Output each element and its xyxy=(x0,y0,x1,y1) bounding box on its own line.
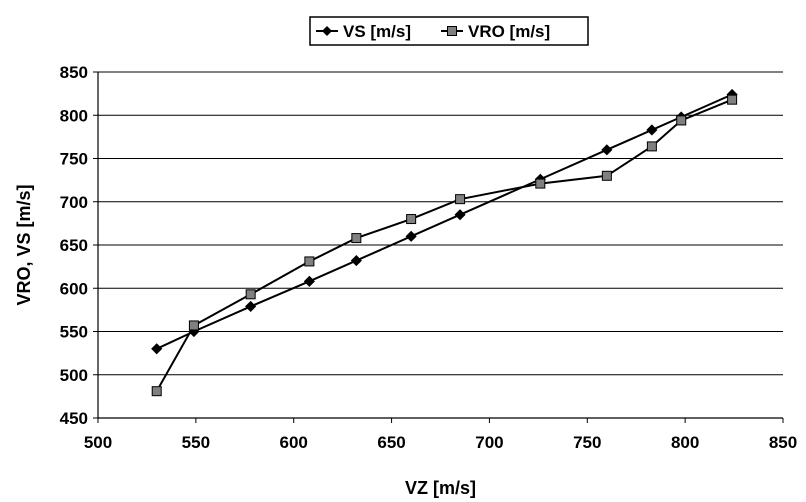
data-point xyxy=(456,195,465,204)
x-tick-label: 850 xyxy=(769,433,797,452)
series-vs xyxy=(152,89,737,353)
data-point xyxy=(351,256,361,266)
data-point xyxy=(189,321,198,330)
y-tick-label: 550 xyxy=(60,323,88,342)
legend-label-vs: VS [m/s] xyxy=(343,22,411,41)
plot-series xyxy=(152,89,737,395)
x-tick-label: 600 xyxy=(280,433,308,452)
x-tick-label: 700 xyxy=(475,433,503,452)
data-point xyxy=(647,142,656,151)
data-point xyxy=(246,301,256,311)
y-tick-label: 600 xyxy=(60,279,88,298)
x-tick-label: 650 xyxy=(377,433,405,452)
data-point xyxy=(352,234,361,243)
data-point xyxy=(407,215,416,224)
legend: VS [m/s] VRO [m/s] xyxy=(310,17,588,45)
y-tick-label: 850 xyxy=(60,63,88,82)
legend-square-marker-icon xyxy=(448,27,457,36)
tick-labels: 450 500 550 600 650 700 750 800 850 500 550 600 650 7… xyxy=(60,63,798,452)
y-tick-label: 750 xyxy=(60,150,88,169)
data-point xyxy=(647,125,657,135)
data-point xyxy=(728,95,737,104)
y-tick-label: 700 xyxy=(60,193,88,212)
series-line xyxy=(157,94,732,348)
data-point xyxy=(246,290,255,299)
data-point xyxy=(406,231,416,241)
x-axis-title: VZ [m/s] xyxy=(405,478,476,498)
y-tick-label: 500 xyxy=(60,366,88,385)
data-point xyxy=(152,387,161,396)
y-tick-label: 650 xyxy=(60,236,88,255)
x-tick-label: 550 xyxy=(182,433,210,452)
data-point xyxy=(677,116,686,125)
x-tick-label: 750 xyxy=(573,433,601,452)
data-point xyxy=(602,171,611,180)
data-point xyxy=(455,210,465,220)
y-tick-label: 450 xyxy=(60,409,88,428)
x-tick-label: 800 xyxy=(671,433,699,452)
data-point xyxy=(602,145,612,155)
data-point xyxy=(304,276,314,286)
y-tick-label: 800 xyxy=(60,106,88,125)
data-point xyxy=(536,179,545,188)
data-point xyxy=(152,344,162,354)
data-point xyxy=(305,257,314,266)
x-tick-label: 500 xyxy=(84,433,112,452)
legend-label-vro: VRO [m/s] xyxy=(468,22,550,41)
y-axis-title: VRO, VS [m/s] xyxy=(14,184,34,305)
